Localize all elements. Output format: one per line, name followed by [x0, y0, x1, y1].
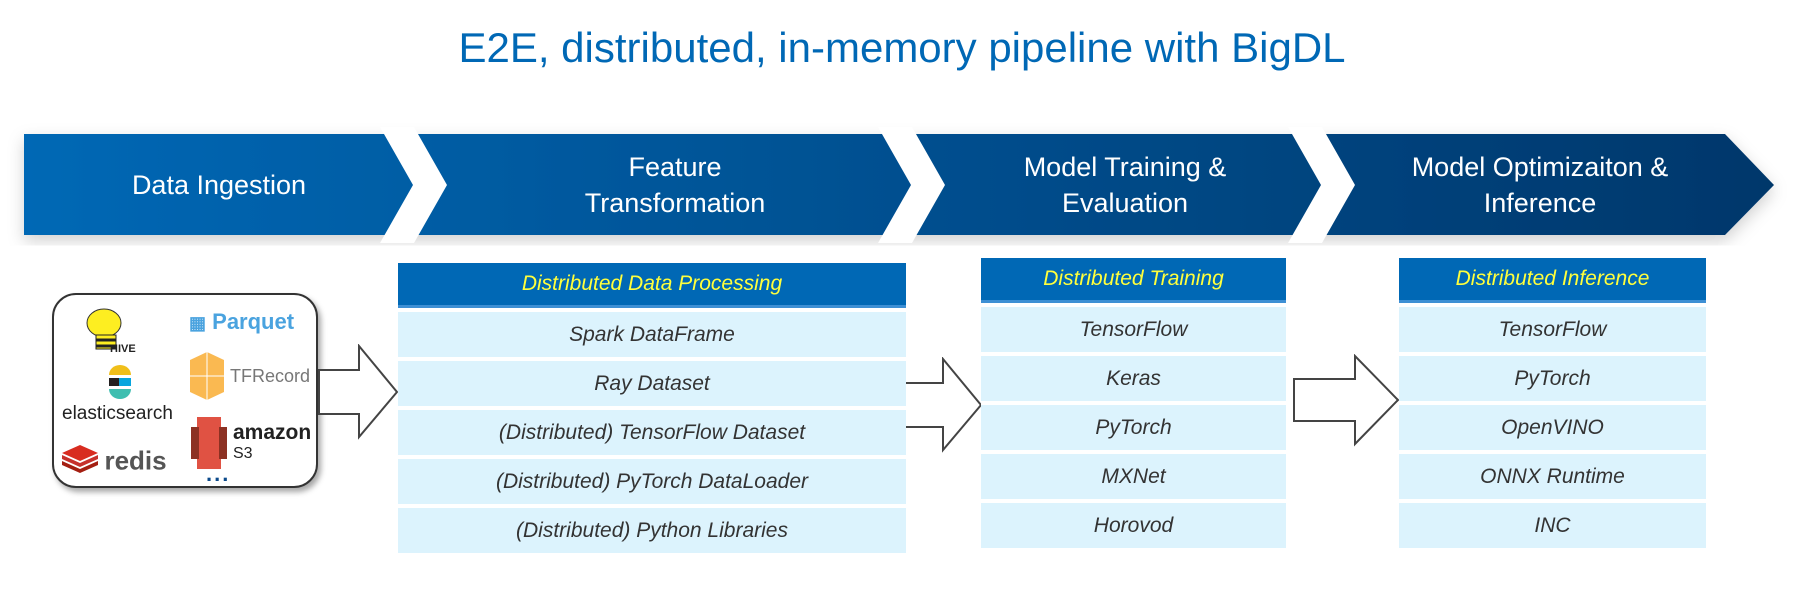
table-row: INC: [1399, 503, 1706, 548]
table-row: Keras: [981, 356, 1286, 401]
table-training: Distributed Training TensorFlow Keras Py…: [981, 258, 1286, 548]
chevron-separator: [1288, 127, 1355, 243]
elasticsearch-icon: [106, 365, 134, 404]
table-row: TensorFlow: [1399, 307, 1706, 352]
table-header: Distributed Inference: [1399, 258, 1706, 303]
chevron-separator: [878, 127, 945, 243]
table-row: (Distributed) TensorFlow Dataset: [398, 410, 906, 455]
table-row: OpenVINO: [1399, 405, 1706, 450]
pipeline-banner: [24, 127, 1774, 243]
table-row: TensorFlow: [981, 307, 1286, 352]
elasticsearch-logo: elasticsearch: [62, 403, 173, 424]
table-header: Distributed Training: [981, 258, 1286, 303]
right-arrow-icon: [1293, 354, 1400, 447]
amazon-s3-logo: amazon S3: [189, 415, 311, 476]
more-sources-ellipsis: ...: [206, 461, 231, 486]
stage-model-optimization: Model Optimizaiton & Inference: [1411, 151, 1669, 218]
redis-logo: redis: [60, 443, 167, 479]
table-data-processing: Distributed Data Processing Spark DataFr…: [398, 263, 906, 553]
data-sources-box: HIVE ▦ Parquet elasticsearch TFRecord re…: [52, 293, 318, 488]
table-row: PyTorch: [1399, 356, 1706, 401]
table-row: MXNet: [981, 454, 1286, 499]
stage-data-ingestion: Data Ingestion: [131, 169, 307, 200]
table-row: (Distributed) Python Libraries: [398, 508, 906, 553]
table-row: PyTorch: [981, 405, 1286, 450]
table-row: ONNX Runtime: [1399, 454, 1706, 499]
table-row: Horovod: [981, 503, 1286, 548]
table-header: Distributed Data Processing: [398, 263, 906, 308]
stage-model-training: Model Training & Evaluation: [1023, 151, 1227, 218]
tfrecord-logo: TFRecord: [186, 350, 310, 407]
parquet-logo: ▦ Parquet: [189, 309, 295, 334]
table-row: Ray Dataset: [398, 361, 906, 406]
table-row: Spark DataFrame: [398, 312, 906, 357]
hive-logo: HIVE: [84, 305, 136, 362]
right-arrow-icon: [902, 357, 983, 453]
table-inference: Distributed Inference TensorFlow PyTorch…: [1399, 258, 1706, 548]
right-arrow-icon: [318, 344, 399, 440]
chevron-separator: [380, 127, 447, 243]
stage-feature-transformation: Feature Transformation: [584, 151, 766, 218]
table-row: (Distributed) PyTorch DataLoader: [398, 459, 906, 504]
diagram-title: E2E, distributed, in-memory pipeline wit…: [458, 24, 1346, 71]
